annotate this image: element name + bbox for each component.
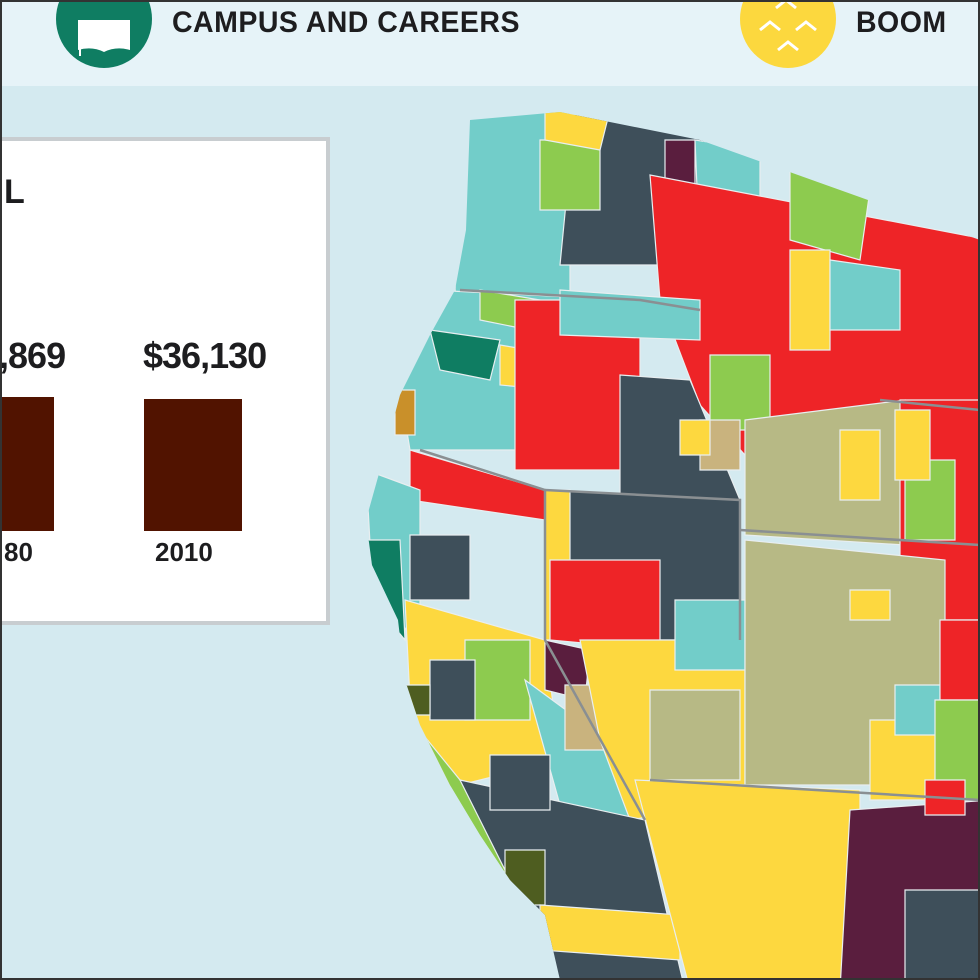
boom-label[interactable]: BOOM [856, 6, 947, 39]
graduation-cap-book-icon [78, 20, 130, 56]
county-region [744, 399, 906, 546]
campus-careers-badge[interactable] [56, 0, 152, 68]
ca-nv-border [419, 448, 647, 821]
county-region [549, 559, 661, 651]
panel-title: L [4, 173, 25, 211]
county-region [429, 659, 476, 721]
bar-2010 [144, 399, 242, 531]
county-region [429, 329, 501, 381]
county-region [849, 589, 891, 621]
county-region [829, 259, 901, 331]
county-region [904, 889, 980, 980]
section-header: CAMPUS AND CAREERS BOOM [0, 0, 980, 86]
county-region [649, 689, 741, 781]
boom-badge[interactable] [740, 0, 836, 68]
bar-1980 [0, 397, 54, 531]
county-region [679, 419, 711, 456]
county-region [366, 539, 406, 642]
county-region [894, 409, 931, 481]
wa-or-border [459, 288, 701, 312]
county-region [489, 754, 551, 811]
or-nv-border [544, 488, 742, 640]
county-region [394, 389, 416, 436]
wy-co-border [739, 528, 980, 547]
county-region [934, 699, 980, 801]
county-region [559, 289, 701, 341]
county-region [674, 599, 746, 671]
bar-value-label: 6,869 [0, 335, 66, 376]
county-region [409, 534, 471, 601]
county-region [839, 429, 881, 501]
county-region [504, 849, 546, 906]
county-region [634, 779, 861, 980]
county-region [789, 249, 831, 351]
county-region [539, 904, 681, 961]
chevrons-up-icon [759, 0, 817, 52]
county-region [939, 619, 980, 701]
county-region [894, 684, 941, 736]
bar-year-label: 2010 [155, 537, 213, 567]
income-chart-panel: L 6,869 80 $36,130 2010 [0, 137, 330, 625]
bar-value-label: $36,130 [143, 335, 267, 376]
az-nm-border [649, 778, 980, 802]
county-region [404, 684, 431, 716]
campus-careers-label[interactable]: CAMPUS AND CAREERS [172, 6, 520, 39]
county-map [366, 112, 980, 980]
county-region [539, 139, 601, 211]
mt-border [879, 398, 980, 412]
bar-year-label: 80 [4, 537, 33, 567]
